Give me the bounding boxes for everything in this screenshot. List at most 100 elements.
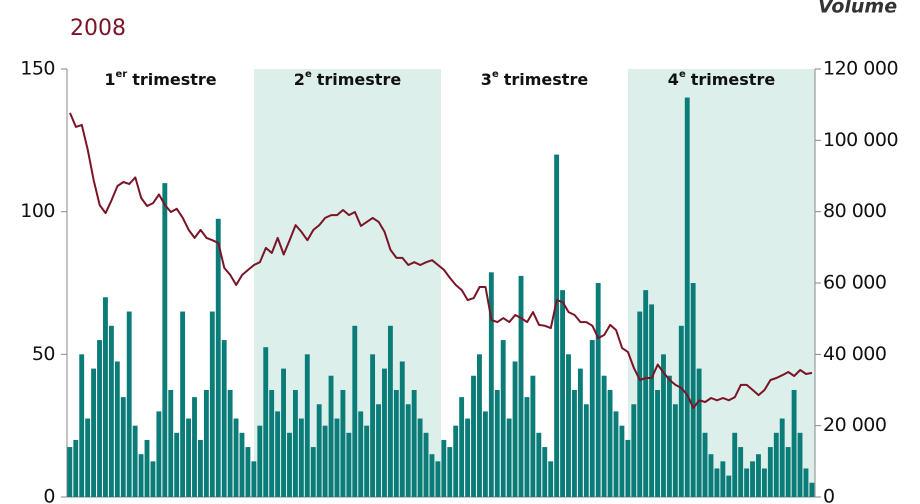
volume-bar (91, 368, 97, 497)
volume-bar (542, 447, 548, 497)
volume-bar (572, 390, 577, 497)
volume-bar (281, 368, 286, 497)
volume-bar (690, 283, 696, 497)
volume-bar (536, 432, 542, 497)
volume-bar (619, 425, 625, 497)
volume-bar (797, 432, 803, 497)
volume-bar (803, 468, 809, 497)
y2-tick-label: 80 000 (823, 200, 886, 222)
volume-bar (192, 397, 197, 497)
volume-bar (156, 411, 162, 497)
volume-bar (589, 340, 595, 497)
volume-bar (678, 325, 684, 497)
volume-bar (512, 361, 518, 497)
volume-bar (209, 311, 215, 497)
volume-bar (180, 311, 186, 497)
volume-bar (245, 447, 251, 497)
volume-bar (263, 347, 269, 497)
volume-bar (649, 304, 655, 497)
volume-bar (108, 325, 114, 497)
volume-bar (393, 390, 399, 497)
volume-bar (346, 432, 352, 497)
volume-bar (352, 325, 358, 497)
volume-bar (726, 475, 732, 497)
quarter-text: trimestre (317, 70, 402, 89)
volume-bar (103, 297, 108, 497)
volume-bar (459, 397, 465, 497)
volume-bar (126, 311, 132, 497)
volume-bar (732, 432, 738, 497)
volume-bar (257, 425, 263, 497)
volume-bar (809, 482, 815, 497)
chart-title: 2008 (70, 16, 126, 41)
y-tick-label: 0 (43, 486, 55, 504)
volume-bar (708, 454, 714, 497)
volume-bar (162, 183, 168, 497)
quarter-number: 3 (481, 70, 492, 89)
volume-bar (506, 418, 512, 497)
volume-bar (298, 418, 304, 497)
quarter-number: 4 (668, 70, 679, 89)
volume-bar (227, 390, 233, 497)
volume-bar (120, 397, 126, 497)
volume-bar (720, 461, 726, 497)
volume-bar (251, 461, 257, 497)
volume-bar (453, 425, 459, 497)
price-line (69, 112, 813, 409)
volume-bar (530, 375, 536, 497)
volume-bar (702, 432, 708, 497)
volume-bar (738, 447, 744, 497)
volume-bar (358, 411, 364, 497)
quarter-suffix: e (492, 69, 499, 80)
volume-bar (655, 390, 660, 497)
quarter-suffix: e (305, 69, 312, 80)
quarter-label: 1er trimestre (104, 69, 216, 89)
volume-bar (370, 354, 376, 497)
volume-bar (666, 375, 672, 497)
volume-bar (429, 454, 435, 497)
volume-bar (696, 368, 702, 497)
quarter-suffix: e (679, 69, 686, 80)
volume-bar (85, 418, 91, 497)
volume-bar (239, 432, 245, 497)
volume-bar (791, 390, 797, 497)
y-tick-label: 150 (20, 58, 55, 80)
volume-bar (435, 461, 441, 497)
volume-bar (198, 439, 203, 497)
volume-bar (631, 404, 637, 497)
volume-bar (376, 404, 381, 497)
volume-bar (625, 439, 631, 497)
y2-tick-label: 20 000 (823, 414, 886, 436)
volume-bar (441, 439, 447, 497)
quarter-number: 2 (294, 70, 305, 89)
volume-bar (328, 375, 334, 497)
volume-bar (417, 418, 423, 497)
volume-bar (714, 468, 720, 497)
volume-bar (566, 354, 571, 497)
volume-bar (756, 454, 761, 497)
y2-tick-label: 100 000 (823, 129, 898, 151)
volume-bar (411, 390, 417, 497)
volume-bar (275, 411, 281, 497)
volume-bar (643, 290, 649, 497)
volume-bar (405, 404, 411, 497)
volume-bar (287, 432, 292, 497)
volume-bar (174, 432, 180, 497)
volume-bar (399, 361, 405, 497)
volume-bar (114, 361, 120, 497)
volume-bar (560, 290, 565, 497)
quarter-suffix: er (115, 69, 127, 80)
volume-bar (601, 375, 607, 497)
volume-bar (548, 461, 554, 497)
volume-bar (477, 354, 482, 497)
volume-bar (340, 390, 346, 497)
volume-bar (310, 447, 316, 497)
volume-bar (382, 368, 387, 497)
volume-bar (779, 418, 785, 497)
volume-bar (168, 390, 174, 497)
quarter-label: 3e trimestre (481, 69, 589, 89)
volume-bar (613, 411, 619, 497)
volume-bar (471, 375, 476, 497)
volume-bar (97, 340, 102, 497)
y2-tick-label: 120 000 (823, 58, 898, 80)
